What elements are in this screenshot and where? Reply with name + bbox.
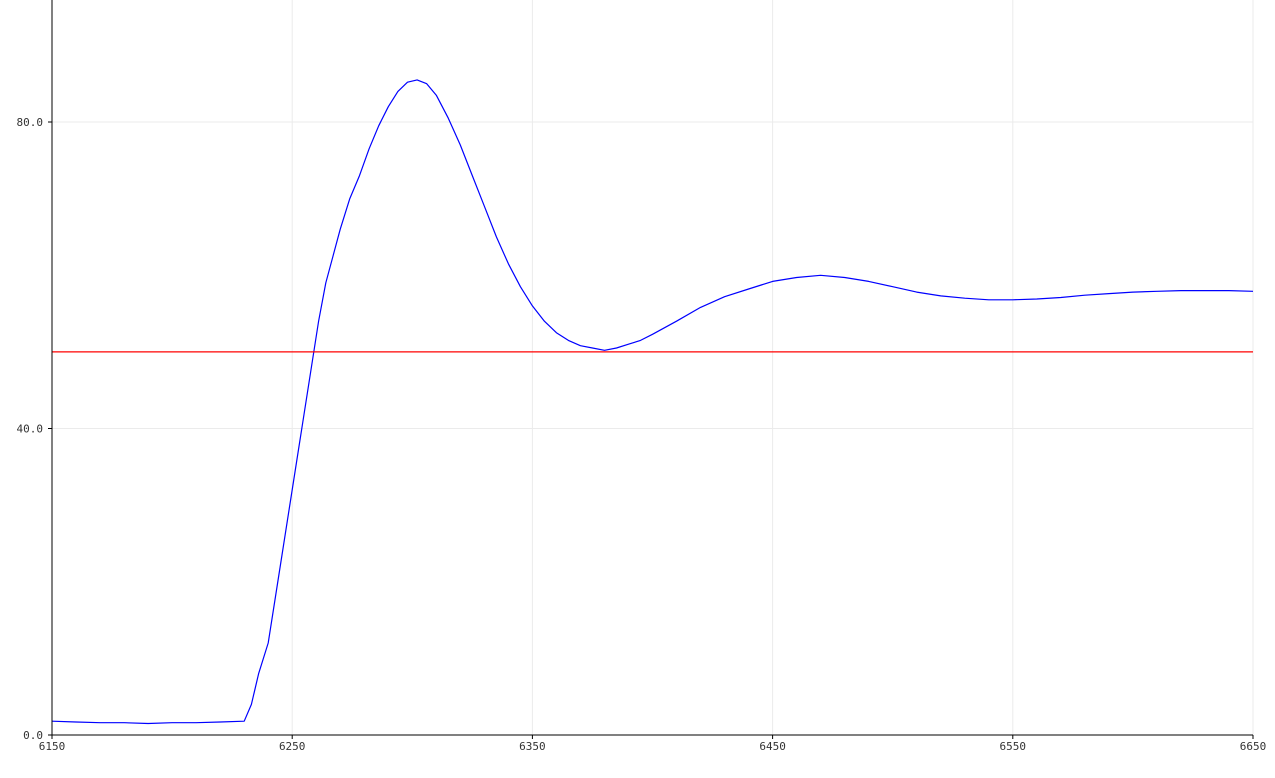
series-layer: [51, 79, 1254, 725]
y-tick-label: 80.0: [17, 116, 44, 129]
y-tick-label: 0.0: [23, 729, 43, 742]
x-tick-label: 6150: [39, 740, 66, 753]
series-line-response: [51, 79, 1254, 725]
x-tick-label: 6450: [759, 740, 786, 753]
tick-labels: 6150 6250 6350 6450 6550 6650 0.0 40.0 80.0: [17, 116, 1267, 753]
x-tick-label: 6650: [1240, 740, 1267, 753]
grid-lines: [48, 0, 1254, 739]
x-tick-label: 6550: [1000, 740, 1027, 753]
axes: [51, 0, 1253, 736]
x-tick-label: 6250: [279, 740, 306, 753]
y-tick-label: 40.0: [17, 423, 44, 436]
x-tick-label: 6350: [519, 740, 546, 753]
